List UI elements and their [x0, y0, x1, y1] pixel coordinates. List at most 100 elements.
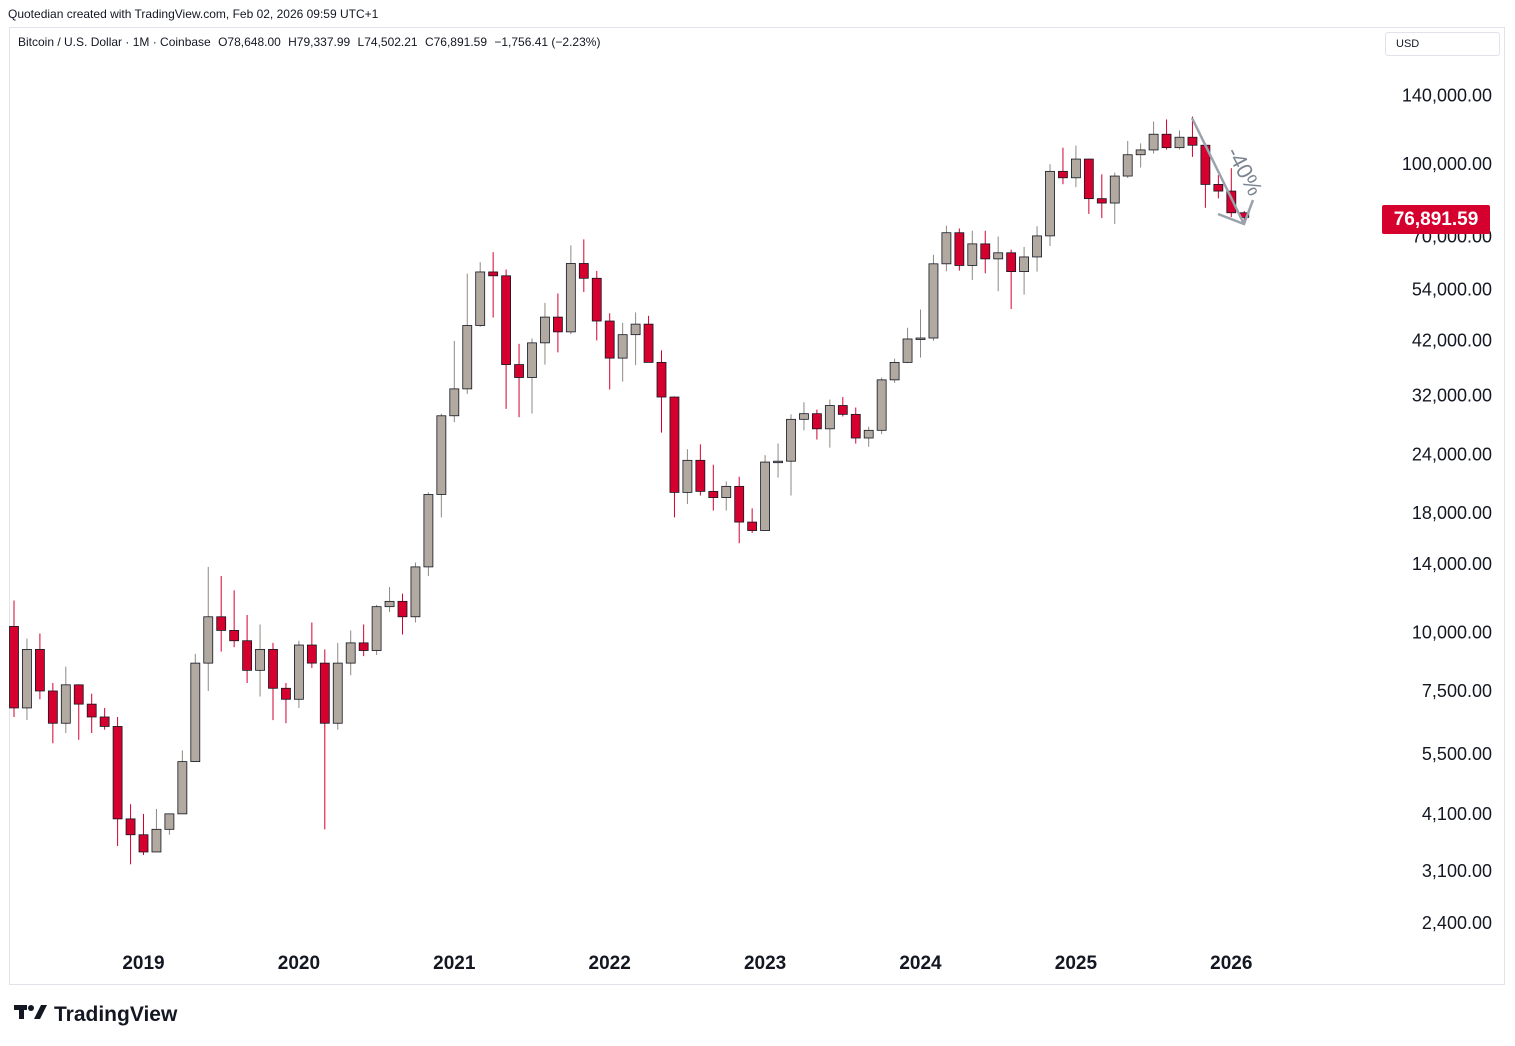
candle[interactable] [889, 358, 900, 383]
candle[interactable] [216, 575, 227, 652]
candle[interactable] [60, 666, 71, 734]
candle[interactable] [371, 604, 382, 656]
candle[interactable] [708, 464, 719, 511]
candle[interactable] [164, 813, 175, 835]
candle[interactable] [514, 343, 524, 418]
candle[interactable] [47, 682, 58, 744]
candle[interactable] [281, 682, 291, 724]
candle[interactable] [332, 642, 343, 730]
candle[interactable] [488, 252, 499, 318]
candle[interactable] [695, 444, 706, 496]
candle[interactable] [669, 396, 680, 518]
candle[interactable] [1213, 175, 1224, 199]
candle[interactable] [86, 693, 97, 734]
candle[interactable] [397, 593, 408, 635]
candle[interactable] [358, 624, 369, 657]
candle[interactable] [151, 808, 162, 853]
candle[interactable] [1096, 174, 1107, 219]
candle[interactable] [1135, 143, 1146, 168]
candle[interactable] [1006, 249, 1017, 310]
candle[interactable] [1161, 119, 1172, 150]
candle[interactable] [293, 640, 304, 708]
candle[interactable] [229, 590, 240, 648]
candle[interactable] [928, 254, 939, 341]
candle[interactable] [177, 750, 188, 815]
candle[interactable] [630, 312, 641, 366]
candle[interactable] [760, 455, 770, 531]
candle[interactable] [1071, 145, 1081, 188]
candle[interactable] [436, 413, 447, 518]
candle[interactable] [190, 653, 201, 763]
candle[interactable] [203, 566, 214, 691]
candle-body [60, 684, 71, 724]
candle[interactable] [384, 587, 395, 613]
candle[interactable] [1058, 147, 1068, 185]
candle[interactable] [682, 449, 693, 504]
candle[interactable] [734, 476, 745, 544]
candle[interactable] [242, 614, 253, 683]
candle[interactable] [9, 600, 19, 717]
candle[interactable] [1187, 116, 1198, 157]
candle[interactable] [462, 273, 473, 394]
candle[interactable] [837, 397, 848, 417]
candle[interactable] [915, 309, 926, 358]
candle[interactable] [1174, 130, 1185, 150]
candle[interactable] [527, 338, 537, 414]
candle[interactable] [591, 270, 602, 341]
symbol-title[interactable]: Bitcoin / U.S. Dollar · 1M · Coinbase [18, 35, 211, 49]
candle[interactable] [475, 262, 486, 327]
candle[interactable] [268, 642, 278, 721]
candle[interactable] [1045, 164, 1055, 246]
candle[interactable] [1032, 226, 1042, 272]
candle[interactable] [812, 409, 822, 440]
candle[interactable] [99, 707, 110, 730]
candle[interactable] [1122, 141, 1133, 179]
candle[interactable] [565, 245, 576, 335]
candle[interactable] [306, 622, 317, 668]
candle[interactable] [423, 492, 434, 576]
candle[interactable] [876, 377, 887, 435]
candle[interactable] [138, 813, 149, 855]
candle[interactable] [319, 649, 330, 830]
candle[interactable] [501, 269, 512, 409]
candle[interactable] [941, 225, 952, 272]
candle[interactable] [1148, 121, 1159, 154]
candle[interactable] [255, 624, 265, 697]
candle[interactable] [1083, 158, 1094, 214]
tradingview-brand[interactable]: TradingView [14, 1003, 177, 1027]
candle[interactable] [449, 340, 460, 423]
candle[interactable] [1226, 168, 1237, 218]
candle[interactable] [35, 633, 45, 700]
candle[interactable] [773, 443, 783, 478]
candle[interactable] [967, 230, 978, 281]
candle[interactable] [656, 350, 667, 433]
candle[interactable] [902, 327, 913, 363]
candle[interactable] [553, 293, 563, 353]
candle-body [449, 388, 460, 417]
currency-selector[interactable]: USD [1385, 32, 1500, 56]
candle[interactable] [125, 804, 136, 865]
candle[interactable] [345, 630, 356, 676]
candle[interactable] [1019, 246, 1029, 295]
candle[interactable] [73, 684, 84, 740]
candle[interactable] [993, 236, 1004, 292]
candle[interactable] [1109, 172, 1120, 225]
candle[interactable] [540, 302, 550, 365]
candle[interactable] [799, 402, 809, 431]
candle[interactable] [863, 426, 874, 447]
candle[interactable] [578, 239, 589, 292]
candle[interactable] [410, 562, 421, 623]
candle[interactable] [617, 322, 628, 382]
candle[interactable] [954, 228, 965, 271]
candle[interactable] [824, 399, 835, 448]
candle[interactable] [643, 315, 654, 363]
candle[interactable] [980, 230, 991, 274]
candle[interactable] [112, 716, 123, 847]
candle[interactable] [604, 313, 615, 390]
candle[interactable] [747, 508, 758, 534]
candle[interactable] [721, 481, 732, 511]
candle[interactable] [850, 407, 861, 444]
candle[interactable] [786, 414, 796, 496]
candle[interactable] [22, 638, 32, 721]
